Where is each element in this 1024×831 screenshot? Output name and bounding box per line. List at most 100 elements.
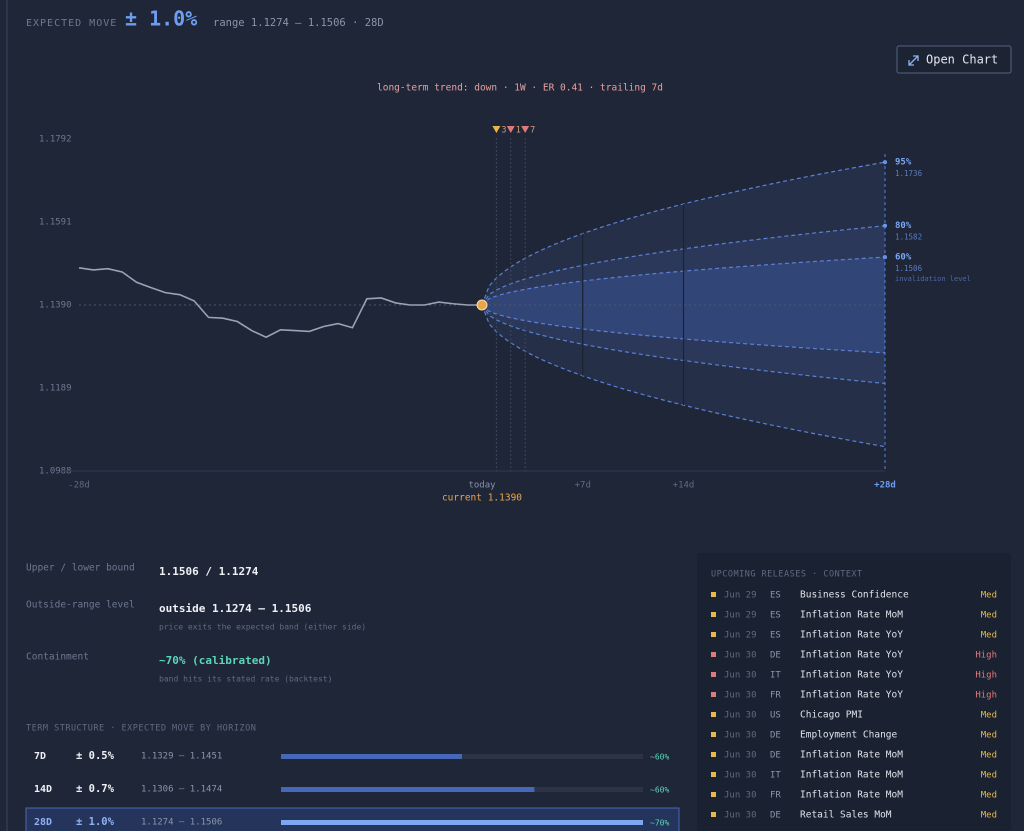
release-date: Jun 30 [724, 671, 757, 681]
term-title: TERM STRUCTURE · EXPECTED MOVE BY HORIZO… [26, 724, 256, 734]
impact-square [711, 732, 716, 737]
event-count: 3 [501, 126, 506, 136]
release-date: Jun 30 [724, 651, 757, 661]
stat-note: band hits its stated rate (backtest) [159, 675, 332, 684]
button-label[interactable]: Open Chart [926, 53, 998, 67]
release-country: FR [770, 791, 781, 801]
release-country: FR [770, 691, 781, 701]
release-event: Chicago PMI [800, 710, 863, 721]
band-upper-label: 1.1582 [895, 233, 922, 242]
release-date: Jun 30 [724, 711, 757, 721]
y-tick-label: 1.1792 [39, 135, 72, 145]
band-end-dot [883, 223, 887, 228]
term-horizon: 14D [34, 784, 52, 795]
release-date: Jun 30 [724, 691, 757, 701]
impact-square [711, 632, 716, 637]
release-impact: Med [981, 771, 997, 781]
release-date: Jun 30 [724, 731, 757, 741]
release-date: Jun 30 [724, 811, 757, 821]
release-country: IT [770, 671, 781, 681]
release-event: Employment Change [800, 730, 898, 741]
stat-label: Outside-range level [26, 600, 135, 611]
band-note: invalidation level [895, 275, 971, 283]
release-country: IT [770, 771, 781, 781]
release-country: ES [770, 611, 781, 621]
x-tick-label: today [468, 481, 496, 491]
term-hit: ~60% [650, 786, 669, 795]
release-event: Inflation Rate MoM [800, 750, 903, 761]
stat-value: 1.1506 / 1.1274 [159, 565, 259, 578]
event-marker [521, 126, 530, 133]
release-event: Inflation Rate MoM [800, 770, 903, 781]
expand-icon [908, 55, 919, 66]
x-tick-label: +14d [673, 481, 695, 491]
y-tick-label: 1.1390 [39, 301, 72, 311]
release-country: US [770, 711, 781, 721]
band-name: 80% [895, 221, 912, 231]
event-count: 1 [516, 126, 521, 136]
release-date: Jun 30 [724, 751, 757, 761]
open-chart-button[interactable]: Open Chart [896, 45, 1012, 74]
impact-square [711, 672, 716, 677]
term-horizon: 7D [34, 751, 46, 762]
release-impact: Med [981, 611, 997, 621]
release-country: DE [770, 731, 781, 741]
stat-label: Upper / lower bound [26, 563, 135, 574]
band-upper-label: 1.1736 [895, 169, 923, 178]
impact-square [711, 792, 716, 797]
release-impact: Med [981, 791, 997, 801]
release-impact: High [975, 651, 997, 661]
y-tick-label: 1.1591 [39, 218, 72, 228]
current-label: current 1.1390 [442, 493, 522, 504]
release-event: Business Confidence [800, 590, 909, 601]
release-country: ES [770, 591, 781, 601]
release-impact: Med [981, 711, 997, 721]
release-country: DE [770, 651, 781, 661]
release-impact: Med [981, 751, 997, 761]
impact-square [711, 652, 716, 657]
release-country: ES [770, 631, 781, 641]
term-hit: ~60% [650, 753, 669, 762]
release-event: Retail Sales MoM [800, 810, 892, 821]
term-row-highlight [25, 807, 680, 831]
chart-subtitle: long-term trend: down · 1W · ER 0.41 · t… [377, 83, 663, 94]
term-range: 1.1274 – 1.1506 [141, 818, 222, 828]
term-move: ± 0.7% [76, 783, 115, 795]
button-frame[interactable] [896, 45, 1012, 74]
y-tick-label: 1.0988 [39, 467, 72, 477]
release-date: Jun 29 [724, 631, 757, 641]
release-event: Inflation Rate YoY [800, 630, 903, 641]
release-date: Jun 29 [724, 611, 757, 621]
release-event: Inflation Rate MoM [800, 790, 903, 801]
stat-label: Containment [26, 652, 89, 663]
term-horizon: 28D [34, 817, 52, 828]
release-event: Inflation Rate YoY [800, 670, 903, 681]
stat-value: outside 1.1274 – 1.1506 [159, 602, 312, 615]
release-event: Inflation Rate MoM [800, 610, 903, 621]
impact-square [711, 812, 716, 817]
event-marker [506, 126, 515, 133]
impact-square [711, 592, 716, 597]
x-tick-label: +7d [575, 481, 591, 491]
header-label: EXPECTED MOVE [26, 18, 117, 29]
y-tick-label: 1.1189 [39, 384, 72, 394]
band-upper-label: 1.1506 [895, 264, 923, 273]
release-event: Inflation Rate YoY [800, 690, 903, 701]
stat-value: ~70% (calibrated) [159, 654, 272, 667]
price-line [78, 267, 482, 339]
impact-square [711, 772, 716, 777]
header-move: ± 1.0% [125, 7, 197, 31]
impact-square [711, 712, 716, 717]
release-impact: Med [981, 731, 997, 741]
x-tick-label: +28d [874, 481, 896, 491]
release-event: Inflation Rate YoY [800, 650, 903, 661]
band-name: 95% [895, 158, 912, 168]
x-tick-label: -28d [68, 481, 90, 491]
release-date: Jun 30 [724, 791, 757, 801]
header-range: range 1.1274 – 1.1506 · 28D [213, 17, 384, 29]
releases-panel [697, 553, 1011, 831]
event-count: 7 [530, 126, 535, 136]
current-dot [476, 299, 488, 311]
